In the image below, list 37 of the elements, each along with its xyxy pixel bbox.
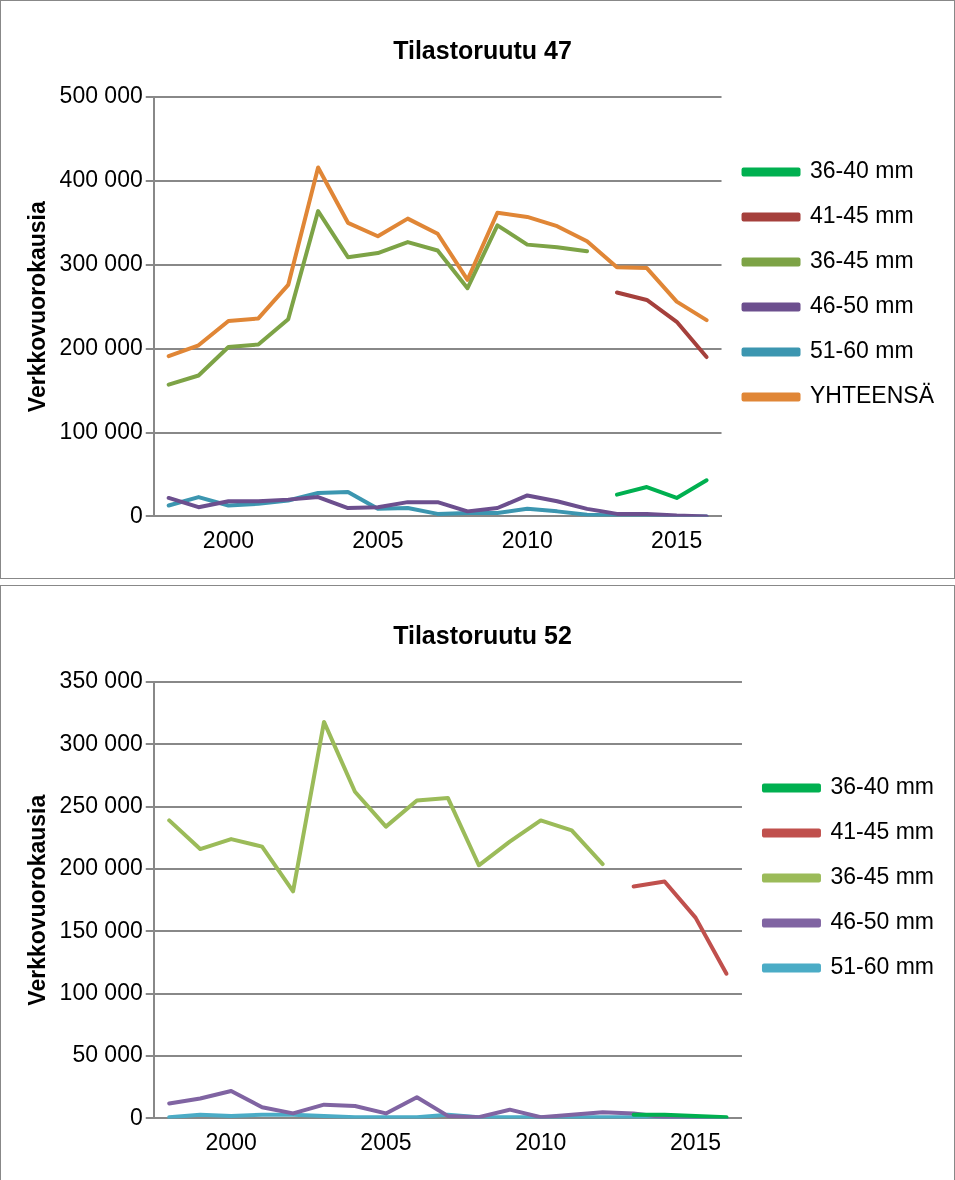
y-axis-title: Verkkovuorokausia: [24, 201, 51, 413]
x-tick-label: 2000: [205, 1128, 257, 1155]
y-tick-label: 0: [129, 501, 143, 528]
y-tick-label: 300 000: [59, 250, 143, 277]
y-tick-label: 0: [129, 1103, 143, 1130]
y-axis-title: Verkkovuorokausia: [24, 794, 51, 1006]
y-tick-label: 200 000: [59, 333, 143, 360]
x-tick-label: 2010: [501, 526, 553, 553]
legend-label: 36-40 mm: [810, 157, 914, 184]
y-tick-label: 150 000: [59, 916, 143, 943]
y-tick-label: 250 000: [59, 792, 143, 819]
x-tick-label: 2015: [669, 1128, 722, 1155]
y-tick-label: 300 000: [59, 729, 143, 756]
y-tick-label: 200 000: [59, 854, 143, 881]
legend-label: 41-45 mm: [810, 202, 914, 229]
x-tick-label: 2015: [651, 526, 703, 553]
legend-label: YHTEENSÄ: [810, 382, 935, 409]
y-tick-label: 100 000: [59, 417, 143, 444]
legend-label: 51-60 mm: [830, 953, 935, 980]
x-tick-label: 2010: [515, 1128, 567, 1155]
y-tick-label: 400 000: [59, 166, 143, 193]
legend-label: 51-60 mm: [810, 337, 914, 364]
legend-label: 46-50 mm: [830, 908, 935, 935]
x-tick-label: 2005: [352, 526, 404, 553]
legend-label: 36-40 mm: [830, 773, 935, 800]
chart-title: Tilastoruutu 47: [393, 35, 572, 64]
x-tick-label: 2000: [202, 526, 255, 553]
legend-label: 46-50 mm: [810, 292, 914, 319]
y-tick-label: 50 000: [72, 1041, 143, 1068]
y-tick-label: 350 000: [59, 667, 143, 694]
y-tick-label: 100 000: [59, 979, 143, 1006]
legend-label: 36-45 mm: [810, 247, 914, 274]
legend-label: 41-45 mm: [830, 818, 935, 845]
legend-label: 36-45 mm: [830, 863, 935, 890]
chart-title: Tilastoruutu 52: [393, 620, 572, 649]
y-tick-label: 500 000: [59, 82, 143, 109]
x-tick-label: 2005: [360, 1128, 412, 1155]
